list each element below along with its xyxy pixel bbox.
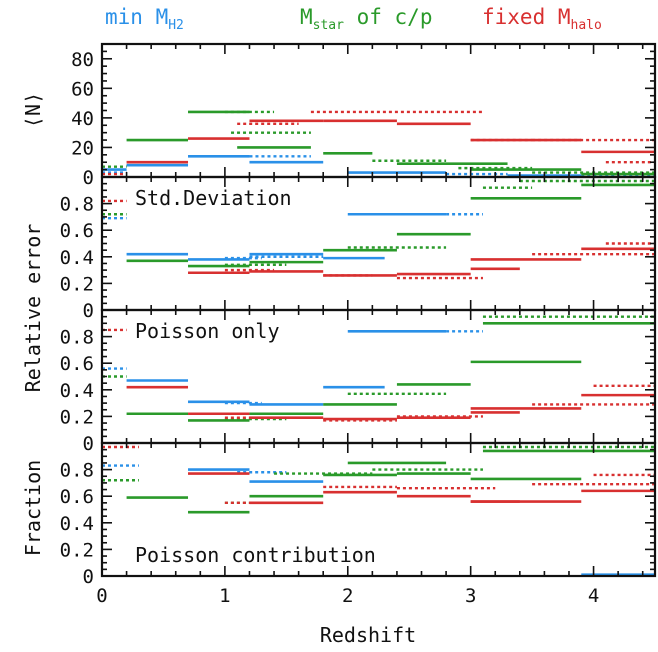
segments-std (102, 179, 655, 280)
panel-annotation-poisson: Poisson only (135, 319, 280, 343)
panel-annotation-fraction: Poisson contribution (135, 543, 376, 567)
y-tick-label-fraction: 0.2 (60, 539, 94, 561)
y-axis-label-relative-error: Relative error (21, 224, 45, 393)
segments-poisson (102, 315, 655, 422)
y-tick-label-fraction: 0.6 (60, 486, 94, 508)
y-tick-label-poisson: 0.2 (60, 406, 94, 428)
y-tick-label-poisson: 0.6 (60, 353, 94, 375)
y-tick-label-fraction: 0 (83, 566, 94, 588)
y-tick-label-N: 80 (71, 49, 94, 71)
y-tick-label-std: 0 (83, 300, 94, 322)
legend: min MH2 Mstar of c/p fixed Mhalo (105, 5, 602, 33)
y-tick-label-std: 0.4 (60, 247, 94, 269)
y-tick-label-poisson: 0.8 (60, 327, 94, 349)
y-tick-label-N: 60 (71, 78, 94, 100)
y-tick-label-fraction: 0.8 (60, 460, 94, 482)
panel-std: 0 0.2 0.4 0.6 0.8 Std.Deviation (60, 175, 657, 322)
x-tick-label: 1 (219, 585, 230, 607)
x-tick-label: 2 (342, 585, 353, 607)
y-tick-label-N: 0 (83, 167, 94, 189)
y-tick-label-std: 0.8 (60, 194, 94, 216)
x-axis-label: Redshift (320, 623, 416, 647)
y-tick-label-std: 0.2 (60, 273, 94, 295)
y-axis-label-mean-n: ⟨N⟩ (21, 92, 45, 128)
panel-poisson: 0 0.2 0.4 0.6 0.8 Poisson only (60, 308, 657, 455)
panel-N: 0 20 40 60 80 (71, 42, 657, 189)
panel-annotation-std: Std.Deviation (135, 186, 292, 210)
segments-fraction (102, 445, 655, 576)
legend-entry-h2: min MH2 (105, 5, 184, 33)
legend-entry-cp: Mstar of c/p (300, 5, 432, 33)
panel-fraction: 0 0.2 0.4 0.6 0.8 Poisson contribution (60, 441, 657, 588)
y-tick-label-N: 20 (71, 137, 94, 159)
y-axis-label-fraction: Fraction (21, 460, 45, 556)
x-axis: 0 1 2 3 4 (96, 585, 599, 607)
x-tick-label: 4 (588, 585, 599, 607)
legend-entry-halo: fixed Mhalo (482, 5, 602, 33)
y-tick-label-poisson: 0 (83, 433, 94, 455)
panel-frame-N (100, 42, 657, 179)
segments-N (102, 110, 655, 177)
y-tick-label-poisson: 0.4 (60, 380, 94, 402)
y-tick-label-N: 40 (71, 108, 94, 130)
x-tick-label: 3 (465, 585, 476, 607)
y-tick-label-fraction: 0.4 (60, 513, 94, 535)
x-tick-label: 0 (96, 585, 107, 607)
y-tick-label-std: 0.6 (60, 220, 94, 242)
